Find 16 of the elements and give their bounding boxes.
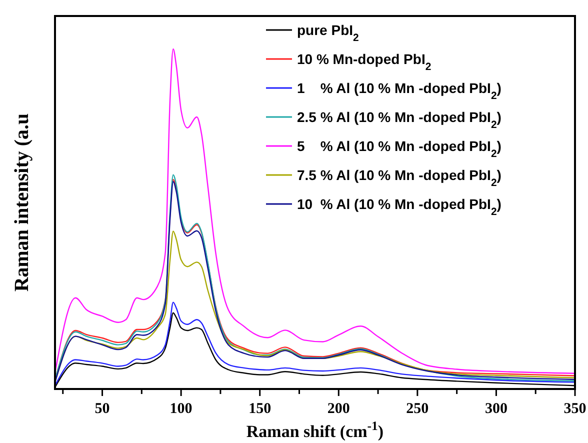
legend-label: 2.5 % Al (10 % Mn -doped PbI$_{2}$) <box>297 109 502 131</box>
x-tick-label: 300 <box>484 401 508 417</box>
x-tick-label: 50 <box>94 401 110 417</box>
y-axis-title: Raman intensity (a.u <box>11 113 33 292</box>
x-tick-label: 100 <box>170 401 192 417</box>
x-tick-label: 250 <box>406 401 429 417</box>
legend-label: pure PbI$_{2}$ <box>297 22 360 44</box>
legend-label: 5 % Al (10 % Mn -doped PbI$_{2}$) <box>297 138 502 160</box>
x-tick-label: 200 <box>327 401 350 417</box>
x-tick-label: 350 <box>564 401 586 417</box>
legend-label: 10 % Mn-doped PbI$_{2}$ <box>297 51 432 73</box>
x-tick-label: 150 <box>248 401 272 417</box>
legend-label: 7.5 % Al (10 % Mn -doped PbI$_{2}$) <box>297 167 502 189</box>
x-axis-title: Raman shift (cm$^{-1}$) <box>246 419 384 441</box>
legend-label: 10 % Al (10 % Mn -doped PbI$_{2}$) <box>297 196 502 218</box>
legend-label: 1 % Al (10 % Mn -doped PbI$_{2}$) <box>297 80 502 102</box>
